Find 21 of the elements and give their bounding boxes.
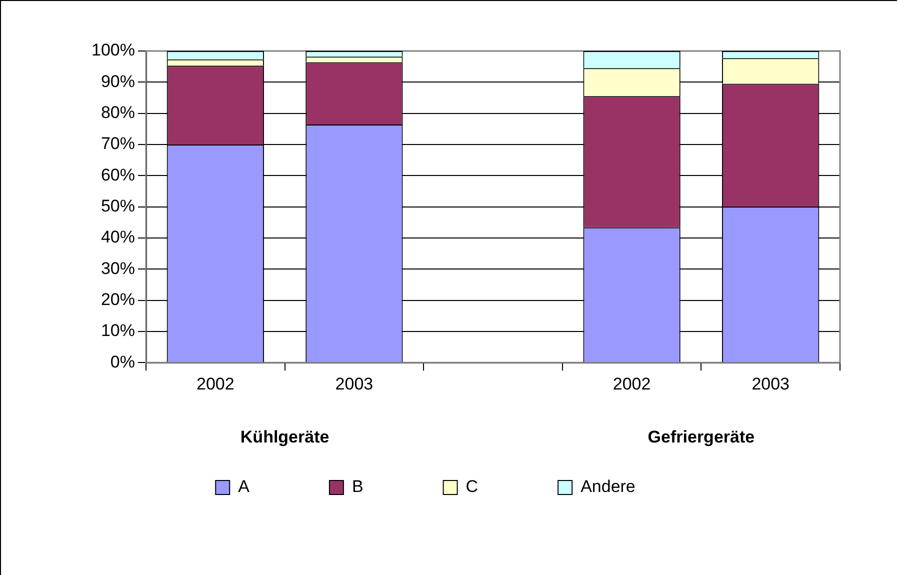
legend-label: C	[466, 477, 478, 496]
y-tick-label: 20%	[100, 290, 135, 309]
x-tick-label: 2002	[196, 374, 234, 394]
y-tick-label: 50%	[100, 196, 135, 216]
y-tick-label: 90%	[100, 72, 135, 91]
x-tick-label: 2003	[752, 374, 790, 394]
y-tick-label: 30%	[100, 258, 135, 278]
legend-label: B	[352, 477, 364, 496]
y-tick-label: 60%	[100, 165, 135, 184]
x-tick-label: 2002	[612, 374, 651, 394]
y-tick-label: 40%	[100, 228, 135, 247]
y-tick-label: 0%	[110, 352, 135, 372]
y-tick-label: 10%	[100, 321, 135, 340]
y-tick-label: 80%	[100, 103, 135, 122]
y-tick-label: 100%	[92, 40, 135, 60]
x-tick-label: 2003	[335, 374, 374, 394]
y-tick-label: 70%	[100, 134, 135, 154]
legend-label: A	[238, 477, 250, 496]
legend-label: Andere	[580, 477, 636, 496]
text: Gefriergeräte	[648, 427, 755, 446]
text: Kühlgeräte	[240, 427, 330, 446]
